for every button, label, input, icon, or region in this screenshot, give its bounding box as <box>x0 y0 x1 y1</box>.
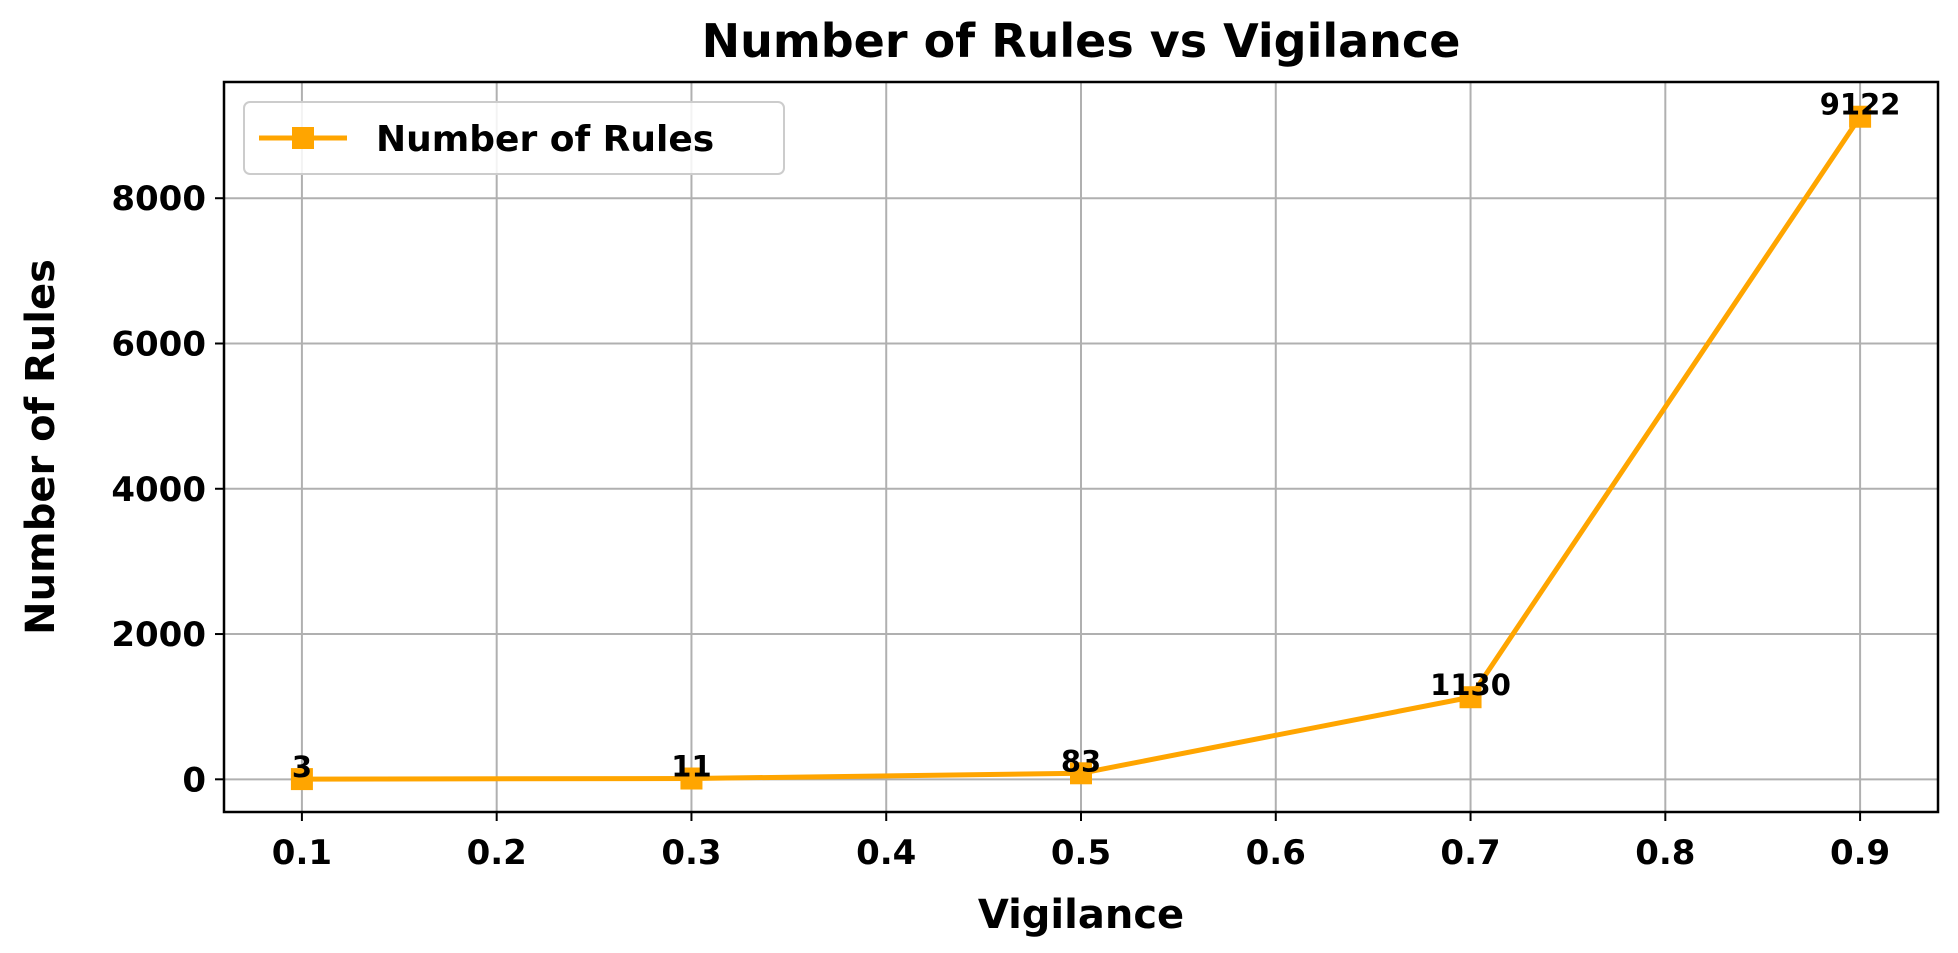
y-axis-label: Number of Rules <box>18 259 64 635</box>
data-point-marker <box>1849 105 1872 128</box>
legend-box <box>243 101 785 175</box>
x-tick-label: 0.6 <box>1246 833 1306 873</box>
x-tick-label: 0.9 <box>1830 833 1890 873</box>
y-tick-label: 0 <box>182 760 206 800</box>
data-point-label: 11 <box>671 750 711 784</box>
data-labels: 3 11 83 1130 9122 <box>292 88 1901 784</box>
y-tick-label: 8000 <box>111 179 206 219</box>
data-point-label: 83 <box>1061 744 1101 778</box>
legend-entry-label: Number of Rules <box>376 119 714 160</box>
x-tick-label: 0.3 <box>661 833 721 873</box>
data-point-label: 9122 <box>1820 88 1901 122</box>
legend-square-marker-icon <box>292 127 314 149</box>
y-tick-label: 2000 <box>111 615 206 655</box>
x-tick-label: 0.4 <box>856 833 916 873</box>
x-tick-label: 0.8 <box>1635 833 1695 873</box>
legend: Number of Rules <box>243 101 785 175</box>
data-point-label: 1130 <box>1430 668 1511 702</box>
chart-title: Number of Rules vs Vigilance <box>702 14 1461 68</box>
data-point-label: 3 <box>292 750 312 784</box>
data-point-marker <box>1459 686 1482 709</box>
y-tick-label: 6000 <box>111 324 206 364</box>
axis-ticks: 0.1 0.2 0.3 0.4 0.5 0.6 0.7 0.8 0.9 0 2000 4000 6000… <box>111 179 1890 873</box>
x-tick-label: 0.1 <box>272 833 332 873</box>
data-point-marker <box>680 767 703 790</box>
grid-lines <box>224 82 1938 812</box>
x-axis-label: Vigilance <box>978 892 1184 938</box>
y-tick-label: 4000 <box>111 470 206 510</box>
x-tick-label: 0.7 <box>1440 833 1500 873</box>
data-point-marker <box>290 768 313 791</box>
x-tick-label: 0.2 <box>467 833 527 873</box>
series-layer <box>290 105 1872 791</box>
x-tick-label: 0.5 <box>1051 833 1111 873</box>
data-point-marker <box>1070 762 1092 785</box>
